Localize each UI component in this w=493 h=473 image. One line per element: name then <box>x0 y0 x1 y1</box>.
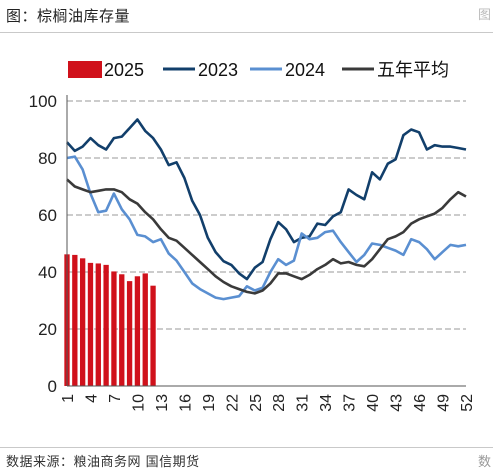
bar-2025-week-2 <box>72 254 78 386</box>
bar-2025-week-7 <box>111 271 117 386</box>
x-tick-label: 4 <box>83 394 100 403</box>
x-tick-label: 13 <box>154 394 171 412</box>
source-tail: 数 <box>477 455 491 470</box>
x-tick-label: 19 <box>201 394 218 412</box>
x-tick-label: 31 <box>295 394 312 412</box>
top-rule <box>0 32 493 33</box>
bar-2025-week-11 <box>142 273 148 386</box>
corner-mark: 图 <box>477 8 491 23</box>
legend-2024-label: 2024 <box>285 60 325 80</box>
bar-2025-week-8 <box>119 274 125 386</box>
bar-layer <box>64 254 156 386</box>
x-tick-label: 10 <box>130 394 147 412</box>
x-tick-label: 34 <box>318 394 335 412</box>
x-tick-label: 46 <box>412 394 429 412</box>
y-tick-label: 20 <box>38 320 57 339</box>
x-tick-label: 28 <box>271 394 288 412</box>
y-tick-label: 100 <box>29 92 57 111</box>
source-note: 数据来源：粮油商务网 国信期货 <box>6 455 200 470</box>
axis-layer: 0 20 40 60 80 100 1 4 7 10 13 16 19 22 25 28 31 34 37 40 43 4… <box>29 92 476 412</box>
legend-2025-label: 2025 <box>104 60 144 80</box>
y-tick-label: 80 <box>38 149 57 168</box>
x-tick-label: 7 <box>107 394 124 403</box>
x-tick-label: 52 <box>459 394 476 412</box>
line-2024 <box>66 155 467 301</box>
line-five-year-avg <box>66 178 467 295</box>
bar-2025-week-10 <box>134 276 141 386</box>
bar-2025-week-5 <box>95 263 101 386</box>
y-tick-label: 0 <box>48 377 57 396</box>
bar-2025-week-12 <box>150 285 156 386</box>
bottom-rule <box>0 447 493 448</box>
grid-layer <box>67 100 466 330</box>
x-tick-label: 22 <box>224 394 241 412</box>
x-tick-label: 37 <box>342 394 359 412</box>
x-tick-label: 1 <box>60 394 77 403</box>
x-tick-label: 49 <box>436 394 453 412</box>
x-tick-label: 40 <box>365 394 382 412</box>
legend-2023-label: 2023 <box>198 60 238 80</box>
legend-2025-swatch <box>68 61 102 78</box>
bar-2025-week-4 <box>87 262 94 386</box>
x-tick-label: 16 <box>177 394 194 412</box>
y-tick-label: 60 <box>38 206 57 225</box>
x-tick-label: 25 <box>248 394 265 412</box>
legend: 2025 2023 2024 五年平均 <box>68 60 449 81</box>
bar-2025-week-6 <box>103 264 109 386</box>
bar-2025-week-9 <box>126 281 133 386</box>
bar-2025-week-3 <box>79 258 86 386</box>
y-tick-label: 40 <box>38 263 57 282</box>
figure-title: 图：棕榈油库存量 <box>6 7 131 25</box>
x-tick-label: 43 <box>389 394 406 412</box>
line-layer <box>66 118 467 301</box>
legend-five-year-avg-label: 五年平均 <box>377 60 449 81</box>
line-2023 <box>66 118 467 281</box>
